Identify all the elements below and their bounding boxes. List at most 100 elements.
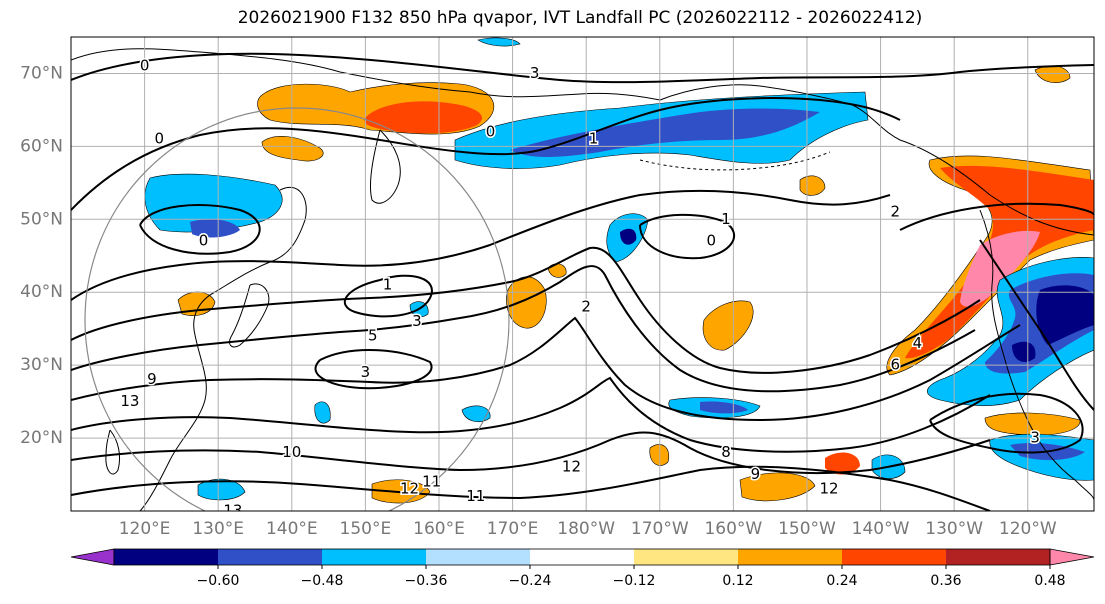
lon-label: 120°W xyxy=(999,519,1057,539)
contour-label: 2 xyxy=(581,297,591,315)
colorbar-segment xyxy=(842,549,947,565)
contour-label: 12 xyxy=(400,480,419,498)
contour-label: 2 xyxy=(891,203,901,221)
colorbar-segment xyxy=(322,549,427,565)
contour-label: 0 xyxy=(140,57,150,75)
anomaly-strong-subtropics-east xyxy=(825,452,860,475)
contour-line xyxy=(71,97,901,211)
coastline-aleutians xyxy=(639,151,831,171)
contour-label: 9 xyxy=(751,465,761,483)
colorbar-extend-high xyxy=(1049,548,1095,566)
contour-label: 3 xyxy=(1030,429,1040,447)
colorbar-tick-label: 0.36 xyxy=(930,573,961,589)
colorbar: −0.60 −0.48 −0.36 −0.24 −0.12 0.12 0.24 0.36 0.4… xyxy=(70,548,1095,589)
anomaly-negative-siberia-west xyxy=(144,173,283,233)
colorbar-tick-label: −0.36 xyxy=(405,573,448,589)
colorbar-tick-label: −0.48 xyxy=(301,573,344,589)
colorbar-extend-low xyxy=(70,548,115,566)
contour-line xyxy=(71,465,991,511)
plot-title: 2026021900 F132 850 hPa qvapor, IVT Land… xyxy=(237,8,923,28)
anomaly-negative-westcoast-deep2 xyxy=(1012,341,1036,362)
contour-label: 3 xyxy=(530,64,540,82)
anomaly-negative-subtropics-core xyxy=(700,401,748,414)
contour-line xyxy=(639,213,736,260)
lat-label: 30°N xyxy=(20,355,63,375)
contour-label: 3 xyxy=(361,363,371,381)
contour-label: 6 xyxy=(891,356,901,374)
lon-label: 150°W xyxy=(778,519,836,539)
lat-label: 20°N xyxy=(20,428,63,448)
contour-label: 0 xyxy=(155,130,165,148)
contour-label: 5 xyxy=(368,326,378,344)
anomaly-negative-south-west xyxy=(197,478,246,501)
colorbar-frame xyxy=(113,548,1051,566)
lon-label: 130°E xyxy=(192,519,244,539)
colorbar-tick-label: −0.24 xyxy=(509,573,552,589)
contour-label: 1 xyxy=(721,210,731,228)
colorbar-tick-label: −0.12 xyxy=(613,573,656,589)
anomaly-positive-gulfalaska-small xyxy=(799,175,826,196)
contour-label: 10 xyxy=(282,443,301,461)
contour-label: 1 xyxy=(589,130,599,148)
colorbar-tick-label: 0.12 xyxy=(722,573,753,589)
contour-label: 3 xyxy=(412,312,422,330)
contour-label: 12 xyxy=(820,480,839,498)
lon-label: 150°E xyxy=(340,519,392,539)
anomaly-negative-siberia-core xyxy=(190,219,240,238)
anomaly-positive-baja xyxy=(984,412,1081,436)
anomaly-negative-gulf-core xyxy=(620,228,637,245)
anomaly-negative-westpac-small xyxy=(314,401,331,424)
anomaly-negative-central-small xyxy=(461,405,491,423)
coastline-philippines xyxy=(105,429,121,475)
landfall-circle xyxy=(84,107,510,511)
contour-label: 0 xyxy=(486,122,496,140)
contour-label: 11 xyxy=(422,472,441,490)
contour-label: 12 xyxy=(562,458,581,476)
coastline-japan xyxy=(229,283,270,348)
colorbar-segment xyxy=(426,549,531,565)
contour-label: 13 xyxy=(223,502,242,520)
contour-line xyxy=(979,239,1094,411)
lon-labels: 120°E 130°E 140°E 150°E 160°E 170°E 180°… xyxy=(119,519,1057,539)
coastline-asia-east xyxy=(139,186,307,511)
lon-label: 140°W xyxy=(852,519,910,539)
contour-line xyxy=(71,246,981,374)
anomaly-strong-siberia xyxy=(364,101,483,134)
anomaly-negative-northeast-small xyxy=(477,37,521,47)
colorbar-tick-label: 0.24 xyxy=(826,573,857,589)
ivt-contours xyxy=(71,52,1094,511)
anomaly-positive-subtropics-east xyxy=(739,472,816,502)
colorbar-tick-label: −0.60 xyxy=(197,573,240,589)
contour-line xyxy=(71,52,1094,84)
contour-label: 4 xyxy=(913,334,923,352)
contour-line xyxy=(929,392,1084,454)
contour-label: 0 xyxy=(707,232,717,250)
lat-label: 70°N xyxy=(20,63,63,83)
contour-label: 8 xyxy=(721,443,731,461)
contour-line xyxy=(343,274,433,318)
colorbar-tick-label: 0.48 xyxy=(1034,573,1065,589)
lat-label: 50°N xyxy=(20,209,63,229)
coastline-kamchatka xyxy=(369,129,401,204)
map-background xyxy=(71,37,1094,511)
contour-line xyxy=(71,431,991,474)
colorbar-segment xyxy=(530,549,635,565)
lon-label: 170°E xyxy=(487,519,539,539)
anomaly-negative-bering-core xyxy=(510,108,820,157)
graticule xyxy=(71,37,1094,511)
lon-label: 130°W xyxy=(925,519,983,539)
colorbar-segment xyxy=(634,549,739,565)
contour-label: 11 xyxy=(466,487,485,505)
colorbar-segment xyxy=(218,549,323,565)
lon-label: 160°W xyxy=(704,519,762,539)
contour-label: 13 xyxy=(120,392,139,410)
contour-line xyxy=(71,316,1021,422)
contour-label: 9 xyxy=(147,370,157,388)
contour-line xyxy=(71,376,991,453)
coastline-north-america xyxy=(979,209,1094,501)
map-frame xyxy=(70,36,1095,512)
lat-label: 40°N xyxy=(20,282,63,302)
